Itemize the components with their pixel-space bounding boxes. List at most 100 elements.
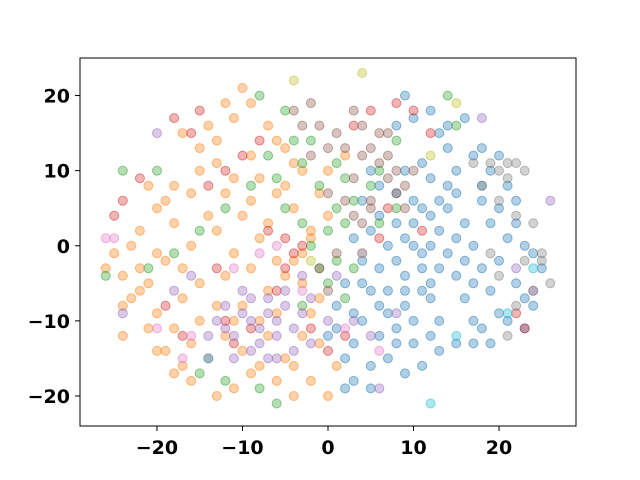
scatter-point-7-6 — [476, 180, 487, 191]
scatter-point-1-6 — [254, 233, 265, 244]
scatter-point-3-0 — [220, 165, 231, 176]
scatter-point-3-33 — [417, 225, 428, 236]
scatter-point-0-80 — [374, 180, 385, 191]
scatter-point-4-17 — [220, 300, 231, 311]
scatter-point-7-18 — [468, 158, 479, 169]
scatter-point-3-12 — [348, 120, 359, 131]
scatter-point-1-81 — [100, 263, 111, 274]
scatter-point-6-9 — [297, 285, 308, 296]
scatter-point-0-85 — [391, 120, 402, 131]
scatter-point-6-12 — [186, 330, 197, 341]
scatter-point-1-42 — [194, 143, 205, 154]
scatter-point-0-45 — [494, 308, 504, 319]
series-1 — [100, 83, 351, 401]
scatter-point-0-1 — [417, 248, 428, 259]
scatter-point-2-14 — [365, 180, 376, 191]
scatter-point-1-26 — [288, 391, 299, 401]
scatter-point-4-16 — [280, 285, 291, 296]
scatter-point-8-0 — [357, 68, 368, 78]
scatter-point-4-40 — [374, 383, 385, 394]
scatter-point-1-46 — [177, 293, 188, 304]
scatter-point-2-20 — [331, 158, 342, 169]
scatter-point-4-14 — [237, 285, 248, 296]
series-6 — [100, 233, 385, 364]
scatter-point-1-93 — [177, 360, 188, 371]
scatter-point-0-98 — [485, 338, 496, 349]
scatter-point-1-68 — [220, 98, 231, 109]
scatter-point-0-23 — [468, 240, 479, 251]
scatter-point-7-2 — [502, 158, 513, 169]
scatter-point-0-28 — [459, 293, 470, 304]
scatter-point-4-28 — [169, 285, 180, 296]
scatter-point-3-6 — [194, 105, 205, 116]
scatter-point-4-26 — [152, 128, 162, 139]
scatter-point-2-0 — [305, 240, 316, 251]
scatter-point-0-56 — [494, 203, 504, 214]
scatter-point-5-11 — [323, 143, 333, 154]
scatter-point-1-83 — [152, 248, 162, 259]
scatter-point-2-5 — [288, 135, 299, 146]
y-tick-label: −10 — [28, 311, 70, 333]
scatter-point-2-26 — [169, 248, 180, 259]
scatter-point-6-7 — [374, 345, 385, 356]
scatter-point-0-67 — [476, 323, 487, 334]
scatter-point-1-58 — [323, 165, 333, 176]
scatter-point-3-20 — [109, 210, 120, 221]
scatter-point-1-66 — [143, 180, 154, 191]
scatter-point-3-31 — [382, 203, 393, 214]
scatter-point-5-12 — [305, 150, 316, 161]
scatter-point-1-25 — [271, 375, 282, 386]
scatter-point-4-36 — [271, 353, 282, 364]
scatter-point-0-74 — [434, 128, 445, 139]
scatter-point-4-2 — [254, 323, 265, 334]
scatter-point-1-49 — [109, 248, 120, 259]
scatter-point-1-45 — [220, 270, 231, 281]
scatter-point-1-90 — [228, 173, 239, 184]
scatter-point-0-5 — [434, 225, 445, 236]
scatter-point-7-11 — [545, 278, 556, 289]
scatter-point-3-9 — [297, 240, 308, 251]
scatter-point-0-104 — [365, 383, 376, 394]
scatter-point-2-3 — [314, 180, 325, 191]
scatter-point-0-17 — [408, 195, 419, 206]
points-layer — [100, 68, 556, 409]
scatter-point-4-34 — [297, 270, 308, 281]
scatter-point-0-15 — [459, 255, 470, 266]
scatter-point-1-1 — [134, 225, 145, 236]
scatter-point-1-55 — [271, 188, 282, 199]
scatter-point-2-36 — [374, 218, 385, 229]
scatter-point-4-3 — [263, 308, 274, 319]
scatter-point-0-61 — [365, 360, 376, 371]
scatter-point-1-53 — [246, 150, 256, 161]
scatter-point-4-21 — [263, 353, 274, 364]
scatter-point-4-18 — [211, 315, 222, 326]
scatter-point-1-88 — [263, 218, 274, 229]
scatter-point-0-37 — [511, 278, 522, 289]
scatter-point-0-38 — [434, 315, 445, 326]
scatter-point-1-75 — [186, 375, 197, 386]
scatter-point-0-51 — [417, 158, 428, 169]
scatter-point-1-82 — [126, 240, 137, 251]
scatter-point-1-10 — [246, 263, 256, 274]
scatter-point-1-16 — [126, 293, 137, 304]
scatter-point-9-4 — [502, 308, 513, 319]
scatter-point-8-1 — [425, 150, 436, 161]
scatter-point-0-73 — [331, 323, 342, 334]
scatter-point-6-6 — [357, 248, 368, 259]
scatter-point-0-12 — [391, 218, 402, 229]
scatter-point-0-107 — [357, 278, 368, 289]
x-tick-label: 10 — [400, 437, 426, 459]
scatter-point-5-20 — [357, 218, 368, 229]
scatter-point-3-2 — [254, 135, 265, 146]
scatter-point-3-29 — [177, 330, 188, 341]
scatter-point-0-96 — [408, 338, 419, 349]
scatter-point-2-7 — [254, 90, 265, 101]
scatter-point-3-16 — [425, 128, 436, 139]
scatter-point-0-92 — [425, 278, 436, 289]
scatter-point-1-19 — [169, 323, 180, 334]
scatter-point-0-88 — [459, 218, 470, 229]
scatter-point-5-10 — [348, 173, 359, 184]
scatter-point-3-11 — [263, 225, 274, 236]
